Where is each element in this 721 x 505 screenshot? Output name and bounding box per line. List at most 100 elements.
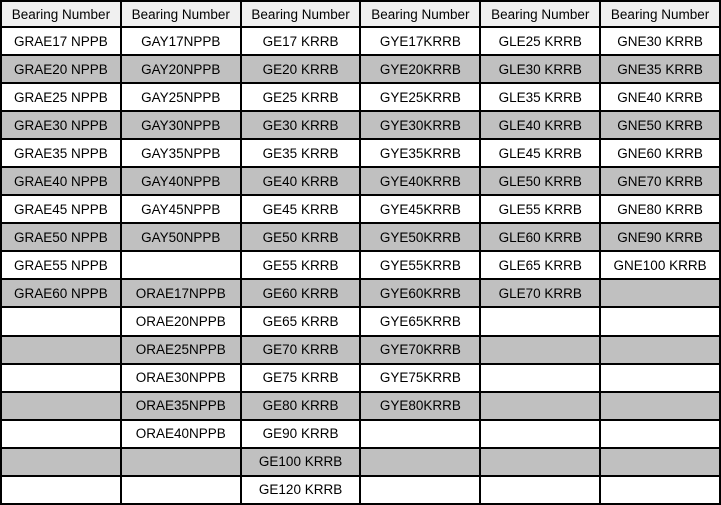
column-header: Bearing Number <box>599 0 721 28</box>
table-row: GRAE60 NPPB ORAE17NPPB GE60 KRRB GYE60KRRB G… <box>0 278 721 309</box>
table-cell <box>359 418 482 449</box>
table-cell <box>599 334 721 365</box>
table-row: GE100 KRRB <box>0 446 721 477</box>
table-row: ORAE25NPPB GE70 KRRB GYE70KRRB <box>0 334 721 365</box>
table-cell: GNE90 KRRB <box>599 222 721 253</box>
table-cell: GLE40 KRRB <box>479 110 602 141</box>
table-cell <box>0 390 122 421</box>
table-row: GRAE40 NPPB GAY40NPPB GE40 KRRB GYE40KRRB GL… <box>0 166 721 197</box>
table-cell: GYE75KRRB <box>359 362 482 393</box>
bearing-table-body: GRAE17 NPPB GAY17NPPB GE17 KRRB GYE17KRRB GL… <box>0 25 721 505</box>
table-cell: GRAE25 NPPB <box>0 82 122 113</box>
table-cell: GE75 KRRB <box>239 362 362 393</box>
table-cell <box>599 418 721 449</box>
table-row: ORAE35NPPB GE80 KRRB GYE80KRRB <box>0 390 721 421</box>
table-cell <box>119 250 242 281</box>
table-cell: GAY25NPPB <box>119 82 242 113</box>
table-cell <box>599 390 721 421</box>
table-cell: GAY17NPPB <box>119 25 242 57</box>
table-cell <box>119 474 242 505</box>
table-cell <box>599 474 721 505</box>
table-cell: GLE70 KRRB <box>479 278 602 309</box>
table-row: GRAE35 NPPB GAY35NPPB GE35 KRRB GYE35KRRB GL… <box>0 138 721 169</box>
table-row: ORAE20NPPB GE65 KRRB GYE65KRRB <box>0 306 721 337</box>
table-cell: GLE25 KRRB <box>479 25 602 57</box>
table-cell: GAY40NPPB <box>119 166 242 197</box>
table-cell: ORAE35NPPB <box>119 390 242 421</box>
column-header: Bearing Number <box>239 0 362 28</box>
table-cell <box>119 446 242 477</box>
table-cell <box>0 418 122 449</box>
table-cell <box>479 334 602 365</box>
table-cell: GNE100 KRRB <box>599 250 721 281</box>
table-cell: GRAE40 NPPB <box>0 166 122 197</box>
table-cell: GE50 KRRB <box>239 222 362 253</box>
table-cell: GYE25KRRB <box>359 82 482 113</box>
table-cell: GAY35NPPB <box>119 138 242 169</box>
table-cell: ORAE40NPPB <box>119 418 242 449</box>
table-cell: GYE65KRRB <box>359 306 482 337</box>
table-cell: GE30 KRRB <box>239 110 362 141</box>
table-cell: GRAE20 NPPB <box>0 54 122 85</box>
table-cell: GRAE50 NPPB <box>0 222 122 253</box>
table-row: GRAE20 NPPB GAY20NPPB GE20 KRRB GYE20KRRB GL… <box>0 54 721 85</box>
table-row: GE120 KRRB <box>0 474 721 505</box>
table-cell: GNE80 KRRB <box>599 194 721 225</box>
table-cell <box>359 446 482 477</box>
table-cell: GE55 KRRB <box>239 250 362 281</box>
table-cell: GLE30 KRRB <box>479 54 602 85</box>
table-cell <box>599 446 721 477</box>
table-cell: GRAE45 NPPB <box>0 194 122 225</box>
table-cell <box>479 418 602 449</box>
bearing-table-head: Bearing Number Bearing Number Bearing Numb… <box>0 0 721 28</box>
table-cell: GLE35 KRRB <box>479 82 602 113</box>
table-cell <box>359 474 482 505</box>
table-cell: ORAE30NPPB <box>119 362 242 393</box>
column-header: Bearing Number <box>0 0 122 28</box>
table-cell: GYE20KRRB <box>359 54 482 85</box>
table-row: GRAE45 NPPB GAY45NPPB GE45 KRRB GYE45KRRB GL… <box>0 194 721 225</box>
table-cell <box>479 390 602 421</box>
table-cell: GE35 KRRB <box>239 138 362 169</box>
column-header: Bearing Number <box>119 0 242 28</box>
table-cell: GLE45 KRRB <box>479 138 602 169</box>
table-cell <box>479 446 602 477</box>
table-cell: ORAE17NPPB <box>119 278 242 309</box>
table-cell: ORAE20NPPB <box>119 306 242 337</box>
table-cell: GYE35KRRB <box>359 138 482 169</box>
column-header: Bearing Number <box>359 0 482 28</box>
table-cell: GYE60KRRB <box>359 278 482 309</box>
table-row: GRAE30 NPPB GAY30NPPB GE30 KRRB GYE30KRRB GL… <box>0 110 721 141</box>
table-cell: GLE65 KRRB <box>479 250 602 281</box>
table-cell: GE65 KRRB <box>239 306 362 337</box>
table-cell: GLE50 KRRB <box>479 166 602 197</box>
table-cell: GAY45NPPB <box>119 194 242 225</box>
table-cell: GYE70KRRB <box>359 334 482 365</box>
table-cell: GYE40KRRB <box>359 166 482 197</box>
table-row: GRAE50 NPPB GAY50NPPB GE50 KRRB GYE50KRRB GL… <box>0 222 721 253</box>
table-cell: GLE60 KRRB <box>479 222 602 253</box>
table-cell <box>599 306 721 337</box>
table-cell: GE25 KRRB <box>239 82 362 113</box>
table-row: GRAE25 NPPB GAY25NPPB GE25 KRRB GYE25KRRB GL… <box>0 82 721 113</box>
table-cell: GLE55 KRRB <box>479 194 602 225</box>
table-cell: GE120 KRRB <box>239 474 362 505</box>
table-cell: GE80 KRRB <box>239 390 362 421</box>
table-cell: GRAE30 NPPB <box>0 110 122 141</box>
table-cell <box>479 306 602 337</box>
table-cell: GYE50KRRB <box>359 222 482 253</box>
table-cell: GNE30 KRRB <box>599 25 721 57</box>
table-cell: GNE35 KRRB <box>599 54 721 85</box>
table-cell: GAY20NPPB <box>119 54 242 85</box>
table-cell <box>0 474 122 505</box>
table-cell: GRAE55 NPPB <box>0 250 122 281</box>
table-cell: GE70 KRRB <box>239 334 362 365</box>
table-cell: GYE17KRRB <box>359 25 482 57</box>
table-cell <box>599 362 721 393</box>
table-cell <box>0 334 122 365</box>
table-cell: GAY50NPPB <box>119 222 242 253</box>
table-row: ORAE40NPPB GE90 KRRB <box>0 418 721 449</box>
table-cell: GE20 KRRB <box>239 54 362 85</box>
table-cell: GE40 KRRB <box>239 166 362 197</box>
table-cell: GRAE17 NPPB <box>0 25 122 57</box>
